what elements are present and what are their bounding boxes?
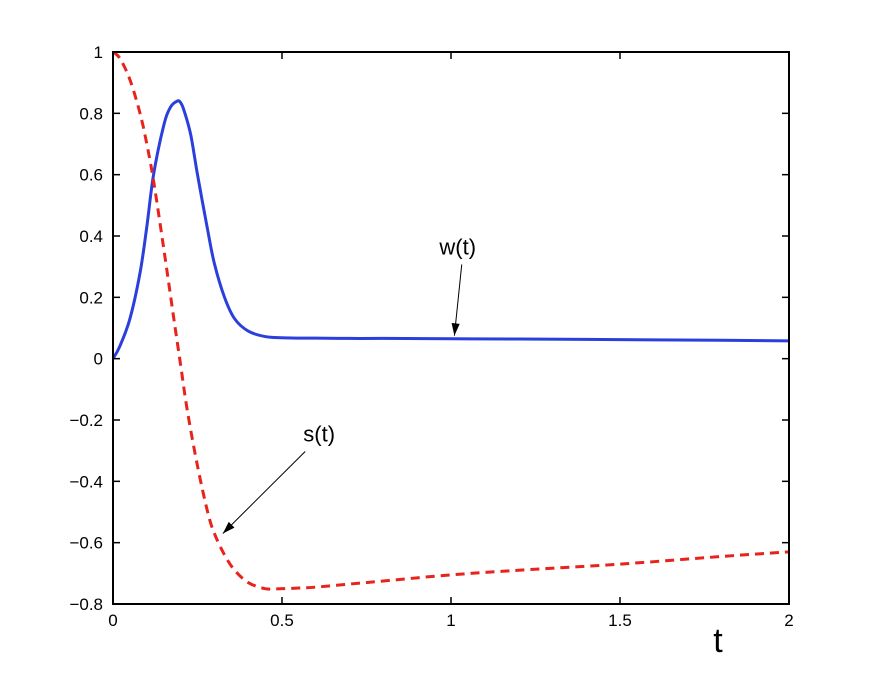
- series-s-line: [111, 50, 790, 591]
- plot-lines: [111, 50, 790, 591]
- x-tick-label: 1.5: [608, 611, 632, 630]
- y-tick-label: 0.4: [79, 227, 103, 246]
- y-tick-label: −0.6: [69, 534, 103, 553]
- annotation-arrowhead: [222, 521, 235, 534]
- annotations: w(t) s(t): [222, 234, 476, 534]
- y-tick-label: −0.4: [69, 472, 103, 491]
- axis-ticks: 0 0.5 1 1.5 2 −0.8 −0.6 −0.4 −0.2 0 0.2 0.4 0.6 0.8 1: [69, 43, 793, 630]
- x-tick-label: 2: [784, 611, 793, 630]
- y-tick-label: 1: [94, 43, 103, 62]
- annotation-arrow: [222, 451, 306, 534]
- y-tick-label: −0.2: [69, 411, 103, 430]
- x-tick-label: 1: [446, 611, 455, 630]
- annotation-label: w(t): [438, 234, 476, 259]
- x-tick-label: 0.5: [270, 611, 294, 630]
- y-tick-label: 0.6: [79, 166, 103, 185]
- y-tick-label: 0: [94, 350, 103, 369]
- y-tick-label: 0.8: [79, 104, 103, 123]
- annotation-label: s(t): [303, 421, 335, 446]
- x-tick-label: 0: [108, 611, 117, 630]
- y-tick-label: 0.2: [79, 288, 103, 307]
- annotation-arrowhead: [451, 322, 460, 336]
- x-axis-label: t: [713, 622, 723, 660]
- y-tick-label: −0.8: [69, 595, 103, 614]
